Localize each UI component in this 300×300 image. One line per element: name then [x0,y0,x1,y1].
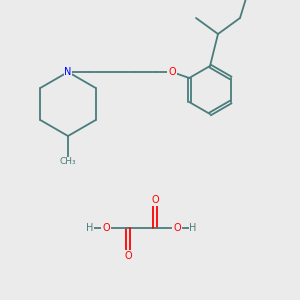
Text: CH₃: CH₃ [60,158,76,166]
Text: H: H [86,223,94,233]
Text: O: O [168,67,176,77]
Text: O: O [102,223,110,233]
Text: O: O [124,251,132,261]
Text: O: O [151,195,159,205]
Text: N: N [64,67,72,77]
Text: H: H [189,223,197,233]
Text: O: O [173,223,181,233]
